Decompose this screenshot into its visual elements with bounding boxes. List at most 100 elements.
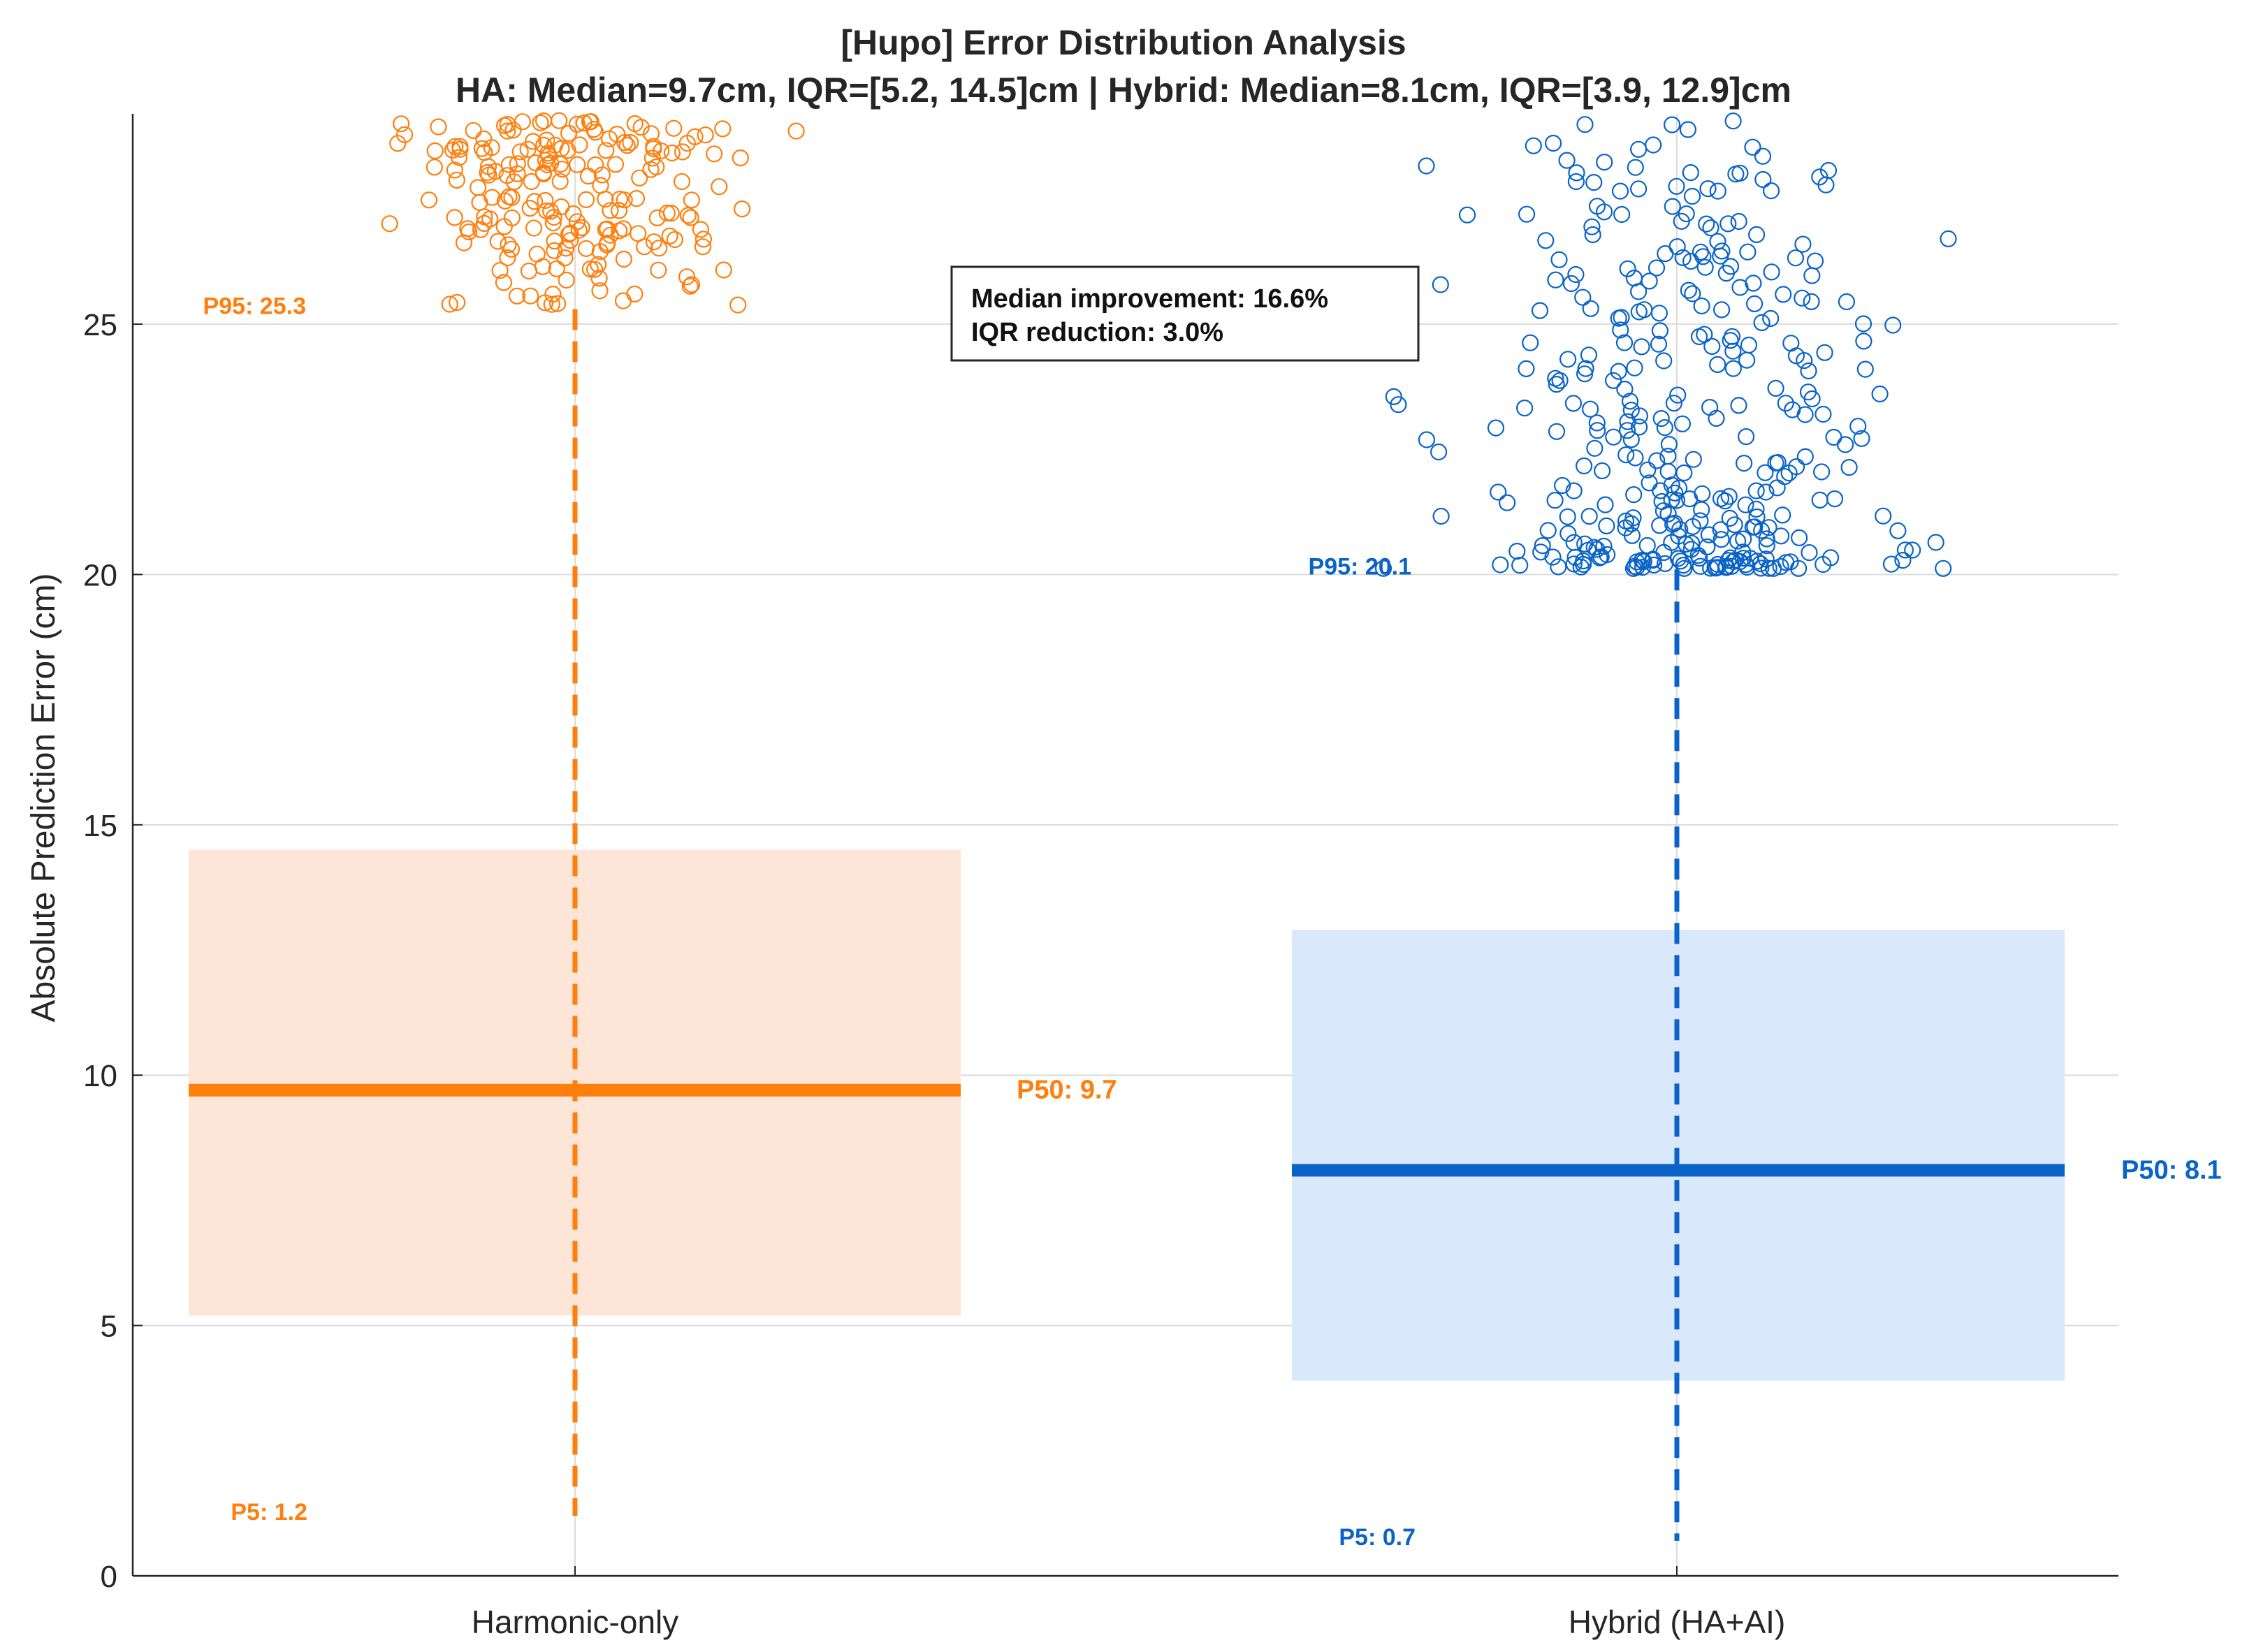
outlier-point	[491, 262, 509, 279]
outlier-point	[1432, 507, 1450, 525]
outlier-point	[1673, 415, 1691, 432]
outlier-point	[1548, 423, 1566, 440]
outlier-point	[1665, 395, 1682, 412]
outlier-point	[679, 207, 697, 224]
outlier-point	[593, 166, 611, 184]
outlier-point	[1935, 560, 1952, 577]
y-tick-label: 5	[101, 1310, 117, 1344]
outlier-point	[1630, 180, 1648, 198]
outlier-point	[1776, 468, 1794, 485]
outlier-point	[1516, 399, 1534, 417]
outlier-point	[1619, 260, 1636, 277]
outlier-point	[1508, 542, 1526, 560]
outlier-point	[642, 161, 660, 178]
outlier-point	[1652, 409, 1670, 427]
y-tick-label: 25	[83, 308, 117, 342]
outlier-point	[1682, 541, 1700, 558]
outlier-point	[1565, 482, 1583, 499]
outlier-point	[1754, 147, 1772, 165]
y-tick-label: 20	[83, 558, 117, 592]
outlier-point	[683, 276, 701, 293]
outlier-point	[1648, 452, 1666, 469]
outlier-point	[1627, 159, 1644, 176]
outlier-point	[1390, 396, 1407, 414]
outlier-point	[521, 200, 539, 217]
x-tick-label: Harmonic-only	[472, 1604, 679, 1640]
outlier-point	[1762, 182, 1780, 200]
outlier-point	[1588, 541, 1606, 558]
outlier-point	[1584, 226, 1601, 244]
outlier-point	[1418, 157, 1435, 175]
outlier-point	[523, 173, 540, 191]
outlier-point	[1894, 551, 1912, 569]
outlier-point	[540, 147, 558, 165]
outlier-point	[1639, 461, 1657, 478]
outlier-point	[1651, 322, 1668, 339]
outlier-point	[1744, 138, 1761, 156]
outlier-point	[446, 138, 464, 155]
outlier-point	[1854, 315, 1872, 332]
outlier-point	[426, 159, 444, 176]
outlier-point	[1577, 360, 1594, 377]
outlier-point	[1740, 336, 1758, 354]
outlier-point	[1610, 363, 1627, 380]
outlier-point	[1722, 332, 1739, 349]
outlier-point	[1487, 419, 1505, 437]
outlier-point	[729, 296, 747, 314]
outlier-point	[1769, 453, 1787, 472]
outlier-point	[551, 156, 569, 173]
outlier-point	[682, 209, 699, 226]
outlier-point	[479, 163, 496, 182]
outlier-point	[560, 124, 578, 142]
outlier-point	[1374, 560, 1392, 577]
outlier-point	[1675, 560, 1693, 577]
outlier-point	[1551, 372, 1569, 389]
outlier-point	[665, 119, 683, 137]
outlier-point	[1884, 316, 1902, 334]
outlier-point	[1625, 485, 1643, 504]
outlier-point	[658, 204, 676, 222]
outlier-point	[626, 285, 643, 302]
outlier-point	[1576, 116, 1594, 133]
annotation-line-1: Median improvement: 16.6%	[971, 284, 1328, 314]
outlier-point	[522, 287, 539, 305]
outlier-point	[1583, 218, 1601, 235]
outlier-point	[496, 192, 514, 210]
outlier-point	[1626, 359, 1643, 377]
outlier-point	[1700, 526, 1717, 543]
outlier-point	[1790, 560, 1808, 577]
outlier-point	[509, 155, 526, 173]
y-tick-label: 15	[83, 809, 117, 843]
outlier-point	[1668, 177, 1685, 195]
annotation-line-2: IQR reduction: 3.0%	[971, 318, 1223, 347]
outlier-point	[471, 193, 488, 211]
outlier-point	[1712, 247, 1729, 265]
outlier-point	[473, 140, 490, 157]
outlier-point	[1692, 512, 1709, 529]
outlier-point	[1568, 164, 1585, 182]
outlier-point	[1682, 164, 1699, 182]
outlier-point	[1588, 198, 1606, 215]
outlier-point	[1731, 279, 1749, 296]
outlier-point	[1492, 556, 1509, 573]
outlier-point	[1666, 514, 1683, 532]
outlier-point	[1630, 140, 1648, 158]
outlier-point	[1546, 492, 1564, 509]
outlier-point	[575, 114, 592, 132]
outlier-point	[1871, 385, 1889, 403]
outlier-point	[1896, 541, 1914, 559]
outlier-point	[1582, 400, 1599, 418]
outlier-point	[1730, 397, 1747, 414]
outlier-point	[1580, 507, 1598, 525]
outlier-point	[495, 274, 513, 291]
outlier-point	[1757, 550, 1775, 568]
outlier-point	[1612, 321, 1629, 339]
y-tick-label: 0	[101, 1560, 117, 1594]
outlier-point	[733, 200, 751, 218]
outlier-point	[1709, 356, 1726, 374]
p5-label: P5: 1.2	[231, 1499, 307, 1526]
outlier-point	[626, 115, 643, 133]
outlier-point	[1758, 537, 1775, 555]
outlier-point	[1559, 508, 1576, 525]
outlier-point	[1791, 529, 1808, 547]
